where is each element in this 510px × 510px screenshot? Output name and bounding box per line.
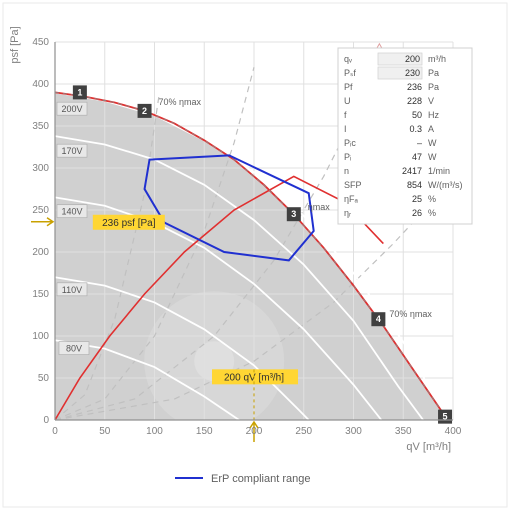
- panel-unit: %: [428, 194, 436, 204]
- panel-value: 0.3: [409, 124, 422, 134]
- panel-unit: V: [428, 96, 434, 106]
- panel-value: 228: [407, 96, 422, 106]
- panel-unit: 1/min: [428, 166, 450, 176]
- y-tick: 50: [38, 373, 50, 384]
- y-tick: 450: [32, 37, 49, 48]
- eta-label: ηmax: [308, 202, 331, 212]
- panel-value: 2417: [402, 166, 422, 176]
- x-tick: 400: [445, 426, 462, 437]
- y-tick: 250: [32, 205, 49, 216]
- y-tick: 350: [32, 121, 49, 132]
- x-tick: 150: [196, 426, 213, 437]
- panel-unit: W/(m³/s): [428, 180, 462, 190]
- marker-2-label: 2: [142, 106, 147, 116]
- panel-unit: Pa: [428, 68, 439, 78]
- panel-label: qᵥ: [344, 54, 352, 64]
- panel-value: 230: [405, 68, 420, 78]
- panel-unit: Pa: [428, 82, 439, 92]
- panel-value: 26: [412, 208, 422, 218]
- eta-label: 70% ηmax: [389, 309, 432, 319]
- marker-4-label: 4: [376, 314, 381, 324]
- panel-unit: A: [428, 124, 434, 134]
- y-tick: 150: [32, 289, 49, 300]
- panel-value: 236: [407, 82, 422, 92]
- x-tick: 200: [246, 426, 263, 437]
- panel-value: 50: [412, 110, 422, 120]
- x-axis-label: qV [m³/h]: [406, 441, 451, 453]
- marker-1-label: 1: [77, 87, 82, 97]
- x-tick: 300: [345, 426, 362, 437]
- voltage-label: 200V: [61, 104, 82, 114]
- y-tick: 200: [32, 247, 49, 258]
- panel-label: Pₛf: [344, 68, 356, 78]
- voltage-label: 80V: [66, 344, 82, 354]
- panel-label: ηᵣ: [344, 208, 351, 218]
- fan-curve-chart: 200V170V140V110V80V1234570% ηmaxηmax70% …: [0, 0, 510, 510]
- panel-label: Pᵢc: [344, 138, 356, 148]
- panel-unit: Hz: [428, 110, 439, 120]
- panel-unit: m³/h: [428, 54, 446, 64]
- panel-unit: W: [428, 138, 437, 148]
- y-callout-text: 236 psf [Pa]: [102, 218, 156, 229]
- x-tick: 100: [146, 426, 163, 437]
- y-tick: 300: [32, 163, 49, 174]
- panel-value: 25: [412, 194, 422, 204]
- y-tick: 400: [32, 79, 49, 90]
- legend-text: ErP compliant range: [211, 473, 310, 485]
- y-tick: 100: [32, 331, 49, 342]
- panel-unit: W: [428, 152, 437, 162]
- y-tick: 0: [43, 415, 49, 426]
- panel-value: 47: [412, 152, 422, 162]
- voltage-label: 110V: [62, 285, 82, 295]
- marker-3-label: 3: [291, 209, 296, 219]
- panel-label: ηFₐ: [344, 194, 359, 204]
- panel-label: Pf: [344, 82, 353, 92]
- panel-label: I: [344, 124, 347, 134]
- panel-value: –: [417, 138, 422, 148]
- panel-value: 854: [407, 180, 422, 190]
- panel-unit: %: [428, 208, 436, 218]
- x-tick: 0: [52, 426, 58, 437]
- panel-label: n: [344, 166, 349, 176]
- voltage-label: 170V: [61, 146, 82, 156]
- x-tick: 50: [99, 426, 111, 437]
- y-axis-label: psf [Pa]: [9, 26, 21, 63]
- panel-label: U: [344, 96, 351, 106]
- panel-label: Pᵢ: [344, 152, 351, 162]
- eta-label: 70% ηmax: [159, 97, 202, 107]
- panel-value: 200: [405, 54, 420, 64]
- x-tick: 250: [295, 426, 312, 437]
- voltage-label: 140V: [61, 207, 82, 217]
- x-tick: 350: [395, 426, 412, 437]
- panel-label: SFP: [344, 180, 362, 190]
